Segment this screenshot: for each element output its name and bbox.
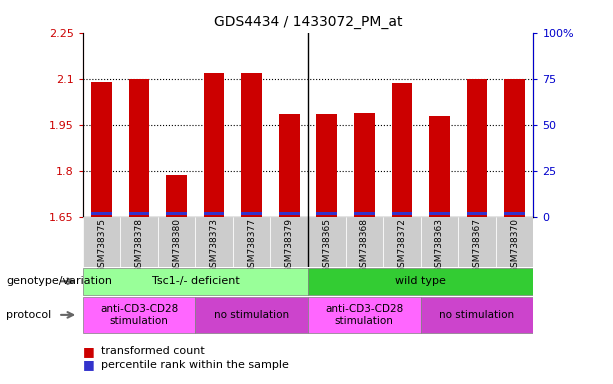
Bar <box>421 217 458 267</box>
Text: Tsc1-/- deficient: Tsc1-/- deficient <box>151 276 239 286</box>
Bar <box>233 217 270 267</box>
Bar <box>242 73 262 217</box>
Bar <box>83 268 308 295</box>
Bar <box>496 217 533 267</box>
Bar <box>166 212 187 215</box>
Text: percentile rank within the sample: percentile rank within the sample <box>101 360 289 370</box>
Text: GSM738372: GSM738372 <box>397 218 406 273</box>
Bar <box>270 217 308 267</box>
Bar <box>458 217 496 267</box>
Text: no stimulation: no stimulation <box>440 310 514 320</box>
Bar <box>392 83 412 217</box>
Bar <box>83 217 120 267</box>
Text: no stimulation: no stimulation <box>214 310 289 320</box>
Bar <box>392 212 412 215</box>
Bar <box>466 212 487 215</box>
Text: GSM738379: GSM738379 <box>285 218 294 273</box>
Bar <box>354 113 375 217</box>
Text: GSM738375: GSM738375 <box>97 218 106 273</box>
Text: genotype/variation: genotype/variation <box>6 276 112 286</box>
Bar <box>166 175 187 217</box>
Text: GSM738370: GSM738370 <box>510 218 519 273</box>
Text: GSM738378: GSM738378 <box>135 218 143 273</box>
Bar <box>196 297 308 333</box>
Bar <box>504 212 525 215</box>
Bar <box>83 297 196 333</box>
Text: GSM738368: GSM738368 <box>360 218 369 273</box>
Text: anti-CD3-CD28
stimulation: anti-CD3-CD28 stimulation <box>100 304 178 326</box>
Bar <box>196 217 233 267</box>
Bar <box>383 217 421 267</box>
Text: wild type: wild type <box>395 276 446 286</box>
Text: transformed count: transformed count <box>101 346 205 356</box>
Text: GSM738363: GSM738363 <box>435 218 444 273</box>
Bar <box>346 217 383 267</box>
Bar <box>354 212 375 215</box>
Text: GSM738380: GSM738380 <box>172 218 181 273</box>
Bar <box>429 116 450 217</box>
Bar <box>204 212 224 215</box>
Bar <box>129 79 150 217</box>
Text: protocol: protocol <box>6 310 51 320</box>
Bar <box>204 73 224 217</box>
Bar <box>91 82 112 217</box>
Bar <box>158 217 196 267</box>
Bar <box>316 114 337 217</box>
Bar <box>308 297 421 333</box>
Bar <box>504 79 525 217</box>
Text: ■: ■ <box>83 345 94 358</box>
Bar <box>120 217 158 267</box>
Text: GSM738367: GSM738367 <box>473 218 481 273</box>
Text: GSM738365: GSM738365 <box>322 218 331 273</box>
Text: GSM738377: GSM738377 <box>247 218 256 273</box>
Bar <box>242 212 262 215</box>
Bar <box>308 268 533 295</box>
Bar <box>279 212 300 215</box>
Bar <box>429 212 450 215</box>
Bar <box>308 217 346 267</box>
Bar <box>279 114 300 217</box>
Text: anti-CD3-CD28
stimulation: anti-CD3-CD28 stimulation <box>326 304 403 326</box>
Bar <box>466 79 487 217</box>
Bar <box>421 297 533 333</box>
Bar <box>91 212 112 215</box>
Title: GDS4434 / 1433072_PM_at: GDS4434 / 1433072_PM_at <box>214 15 402 29</box>
Text: ■: ■ <box>83 358 94 371</box>
Bar <box>129 212 150 215</box>
Bar <box>316 212 337 215</box>
Text: GSM738373: GSM738373 <box>210 218 219 273</box>
